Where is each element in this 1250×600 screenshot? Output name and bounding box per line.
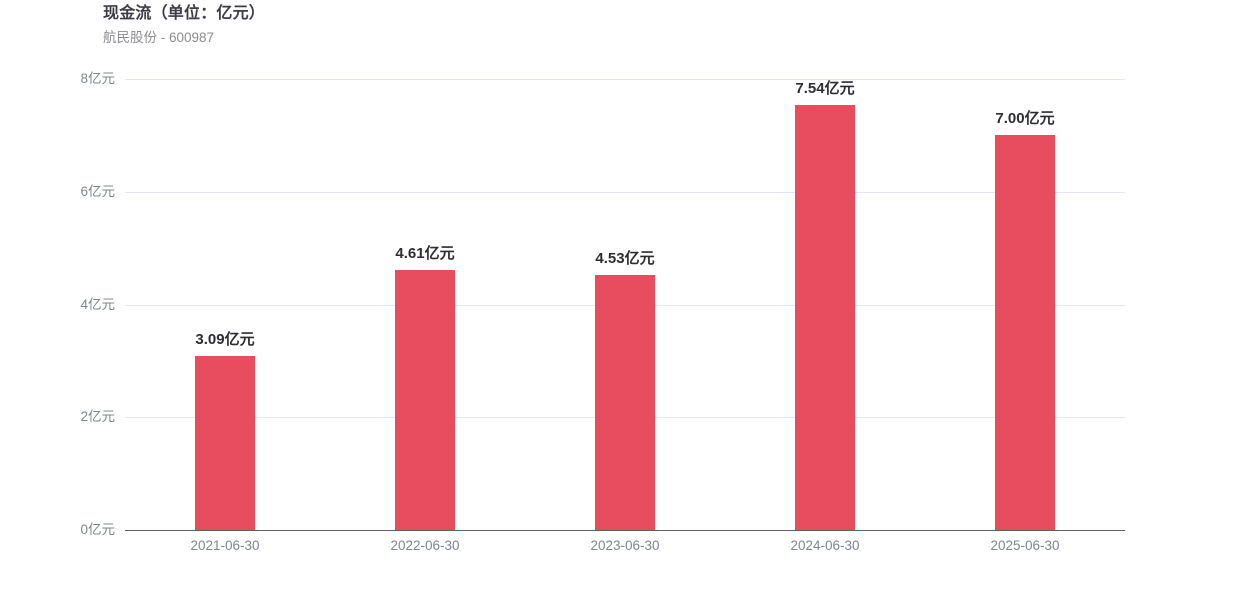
bar-2022-06-30[interactable] — [395, 270, 455, 530]
bar-2023-06-30[interactable] — [595, 274, 655, 530]
bar-2025-06-30[interactable] — [995, 135, 1055, 530]
y-gridline — [125, 191, 1125, 193]
y-axis-tick-label: 4亿元 — [80, 296, 115, 312]
x-axis-tick-label: 2024-06-30 — [790, 538, 860, 553]
y-gridline — [125, 79, 1125, 80]
bar-value-label: 3.09亿元 — [195, 330, 255, 348]
x-axis-tick-label: 2021-06-30 — [190, 538, 260, 553]
chart-header: 现金流（单位：亿元） 航民股份 - 600987 — [103, 3, 265, 48]
bar-value-label: 7.00亿元 — [995, 110, 1055, 128]
plot-area: 3.09亿元 4.61亿元 4.53亿元 7.54亿元 7.00亿元 — [125, 79, 1125, 531]
y-axis-tick-label: 0亿元 — [80, 522, 115, 537]
bar-value-label: 4.61亿元 — [395, 245, 455, 263]
chart-subtitle: 航民股份 - 600987 — [103, 30, 215, 45]
x-axis-tick-label: 2022-06-30 — [390, 538, 460, 553]
bar-2024-06-30[interactable] — [795, 104, 855, 530]
chart-title: 现金流（单位：亿元） — [103, 5, 266, 22]
y-axis-tick-label: 8亿元 — [80, 71, 115, 86]
x-axis-tick-label: 2025-06-30 — [990, 538, 1060, 553]
x-axis-tick-label: 2023-06-30 — [590, 538, 660, 553]
y-axis-tick-label: 6亿元 — [80, 183, 115, 199]
bar-value-label: 7.54亿元 — [795, 79, 855, 97]
y-axis-tick-label: 2亿元 — [80, 409, 115, 425]
bar-value-label: 4.53亿元 — [595, 249, 655, 267]
bar-2021-06-30[interactable] — [195, 355, 255, 530]
